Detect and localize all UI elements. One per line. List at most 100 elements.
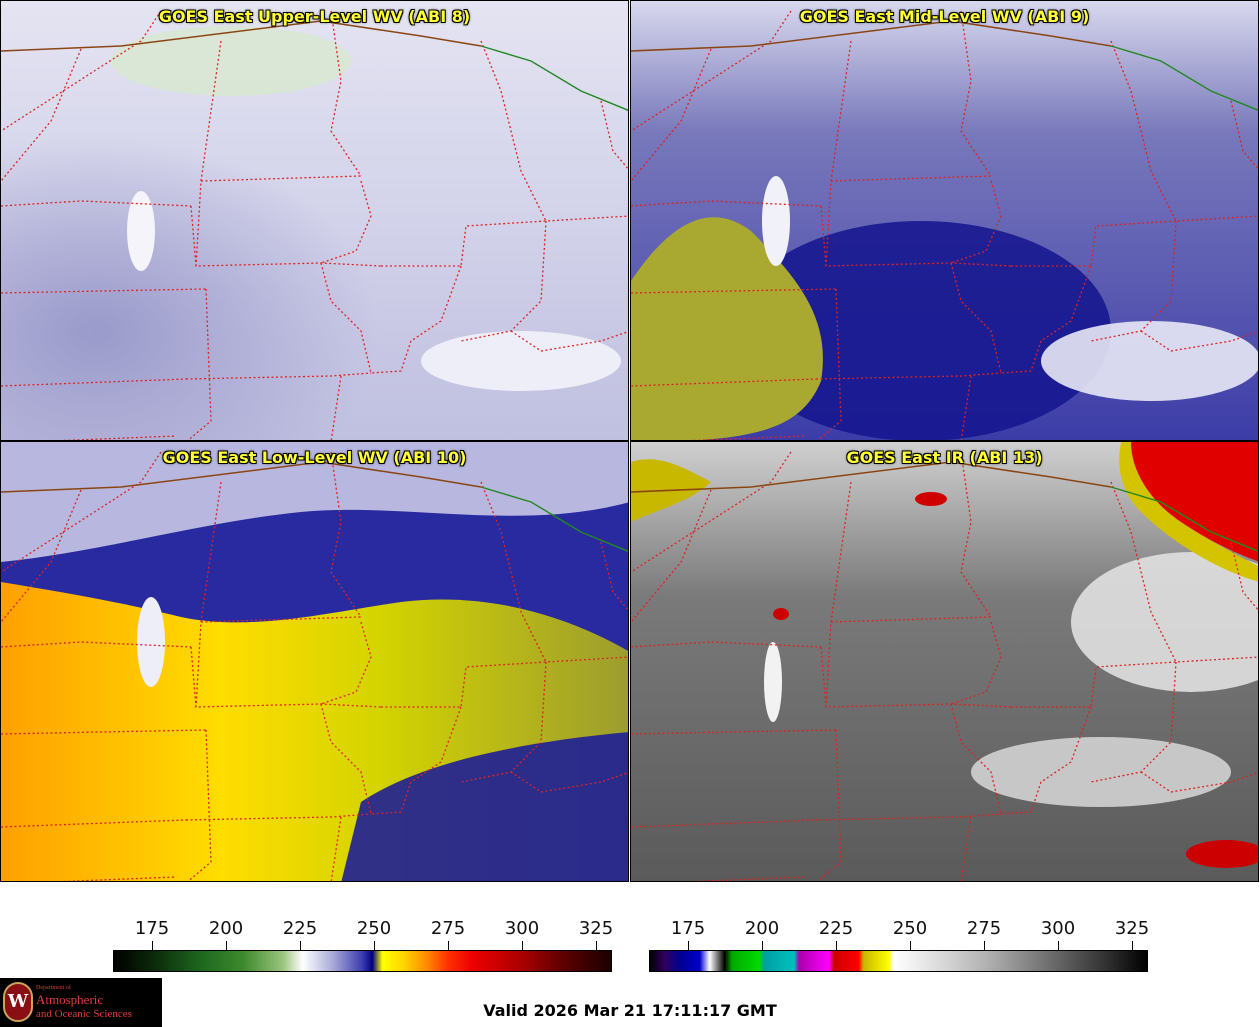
cloud-band xyxy=(137,597,165,687)
state-border-line xyxy=(631,378,817,387)
state-border-line xyxy=(960,10,992,177)
map-upper-level-wv xyxy=(1,1,628,440)
colorbar-tick-label: 300 xyxy=(1040,918,1076,939)
colorbar-tick-label: 200 xyxy=(208,918,244,939)
state-border-line xyxy=(960,375,972,440)
dry-slot xyxy=(731,221,1111,440)
panel-ir: GOES East IR (ABI 13) xyxy=(630,441,1259,882)
state-border-line xyxy=(631,200,822,207)
cloud-band xyxy=(127,191,155,271)
uw-seal-icon: W xyxy=(3,982,33,1022)
cloud-band xyxy=(764,642,782,722)
colorbar-tick-label: 200 xyxy=(744,918,780,939)
state-border-line xyxy=(330,451,362,618)
colorbar-tick-mark xyxy=(522,941,523,950)
state-border-line xyxy=(815,372,1002,380)
colorbar-tick-label: 250 xyxy=(892,918,928,939)
colorbar-tick-mark xyxy=(226,941,227,950)
colorbar-tick-label: 325 xyxy=(578,918,614,939)
cloud-region xyxy=(971,737,1231,807)
cloud-region xyxy=(1,442,628,562)
state-border-line xyxy=(631,288,837,294)
cold-cloud-tops xyxy=(915,492,947,506)
state-border-line xyxy=(187,729,212,881)
country-border-line xyxy=(631,20,1112,52)
state-border-line xyxy=(689,876,807,881)
state-border-line xyxy=(510,330,628,352)
state-border-line xyxy=(370,265,462,374)
colorbar-tick-label: 300 xyxy=(504,918,540,939)
colorbar-tick-label: 275 xyxy=(430,918,466,939)
colorbar-tick-mark xyxy=(762,941,763,950)
colorbar-tick-label: 325 xyxy=(1114,918,1150,939)
state-border-line xyxy=(950,703,1002,815)
colorbar-tick-label: 175 xyxy=(670,918,706,939)
state-border-line xyxy=(631,819,817,828)
state-border-line xyxy=(960,816,972,881)
state-border-line xyxy=(950,180,1002,264)
state-border-line xyxy=(1110,40,1177,222)
logo-line1: Atmospheric xyxy=(36,992,104,1007)
panel-low-level-wv: GOES East Low-Level WV (ABI 10) xyxy=(0,441,629,882)
state-border-line xyxy=(510,771,628,793)
state-border-line xyxy=(370,706,462,815)
moist-region xyxy=(341,732,628,881)
state-border-line xyxy=(1140,330,1258,352)
panel-mid-level-wv: GOES East Mid-Level WV (ABI 9) xyxy=(630,0,1259,441)
state-border-line xyxy=(320,180,372,264)
state-border-line xyxy=(190,205,382,267)
colorbar-tick-label: 225 xyxy=(818,918,854,939)
cold-cloud-edge xyxy=(1119,442,1258,582)
state-border-line xyxy=(320,262,372,374)
colorbar-tick-label: 225 xyxy=(282,918,318,939)
cloud-band xyxy=(762,176,790,266)
state-border-line xyxy=(187,288,212,440)
cloud-region xyxy=(1041,321,1258,401)
dry-region xyxy=(631,217,823,440)
state-borders xyxy=(631,451,1258,881)
state-border-line xyxy=(631,641,822,648)
state-borders xyxy=(631,10,1258,440)
state-border-line xyxy=(1000,265,1092,374)
state-border-line xyxy=(817,288,842,440)
panel-title: GOES East IR (ABI 13) xyxy=(846,448,1043,467)
province-border-line xyxy=(1110,45,1258,111)
state-border-line xyxy=(815,813,1002,821)
state-border-line xyxy=(960,451,992,618)
colorbar-tick-mark xyxy=(596,941,597,950)
state-border-line xyxy=(631,451,792,573)
state-border-line xyxy=(631,48,712,182)
map-low-level-wv xyxy=(1,442,628,881)
cloud-region xyxy=(421,331,621,391)
colorbar-tick-mark xyxy=(984,941,985,950)
colorbar-tick-mark xyxy=(688,941,689,950)
colorbar-tick-mark xyxy=(300,941,301,950)
state-border-line xyxy=(689,435,807,440)
state-border-line xyxy=(185,813,372,821)
cloud-region xyxy=(1071,552,1258,692)
state-borders xyxy=(1,451,628,881)
state-border-line xyxy=(950,262,1002,374)
province-border-line xyxy=(480,486,628,552)
state-border-line xyxy=(1,451,162,573)
country-border-line xyxy=(1,20,482,52)
state-border-line xyxy=(950,621,1002,705)
colorbar-tick-mark xyxy=(910,941,911,950)
state-border-line xyxy=(1230,541,1258,611)
panel-title: GOES East Upper-Level WV (ABI 8) xyxy=(158,7,471,26)
state-border-line xyxy=(631,729,837,735)
panel-title: GOES East Low-Level WV (ABI 10) xyxy=(162,448,467,467)
state-border-line xyxy=(820,205,1012,267)
state-border-line xyxy=(1,819,187,828)
colorbar-tick-label: 175 xyxy=(134,918,170,939)
state-border-line xyxy=(320,703,372,815)
state-border-line xyxy=(330,816,342,881)
panel-upper-level-wv: GOES East Upper-Level WV (ABI 8) xyxy=(0,0,629,441)
state-border-line xyxy=(1230,100,1258,170)
colorbar-tick-mark xyxy=(152,941,153,950)
map-ir xyxy=(631,442,1258,881)
state-border-line xyxy=(1110,481,1177,663)
state-border-line xyxy=(185,372,372,380)
logo-dept: Department of xyxy=(36,985,71,991)
logo-line2: and Oceanic Sciences xyxy=(36,1008,132,1020)
